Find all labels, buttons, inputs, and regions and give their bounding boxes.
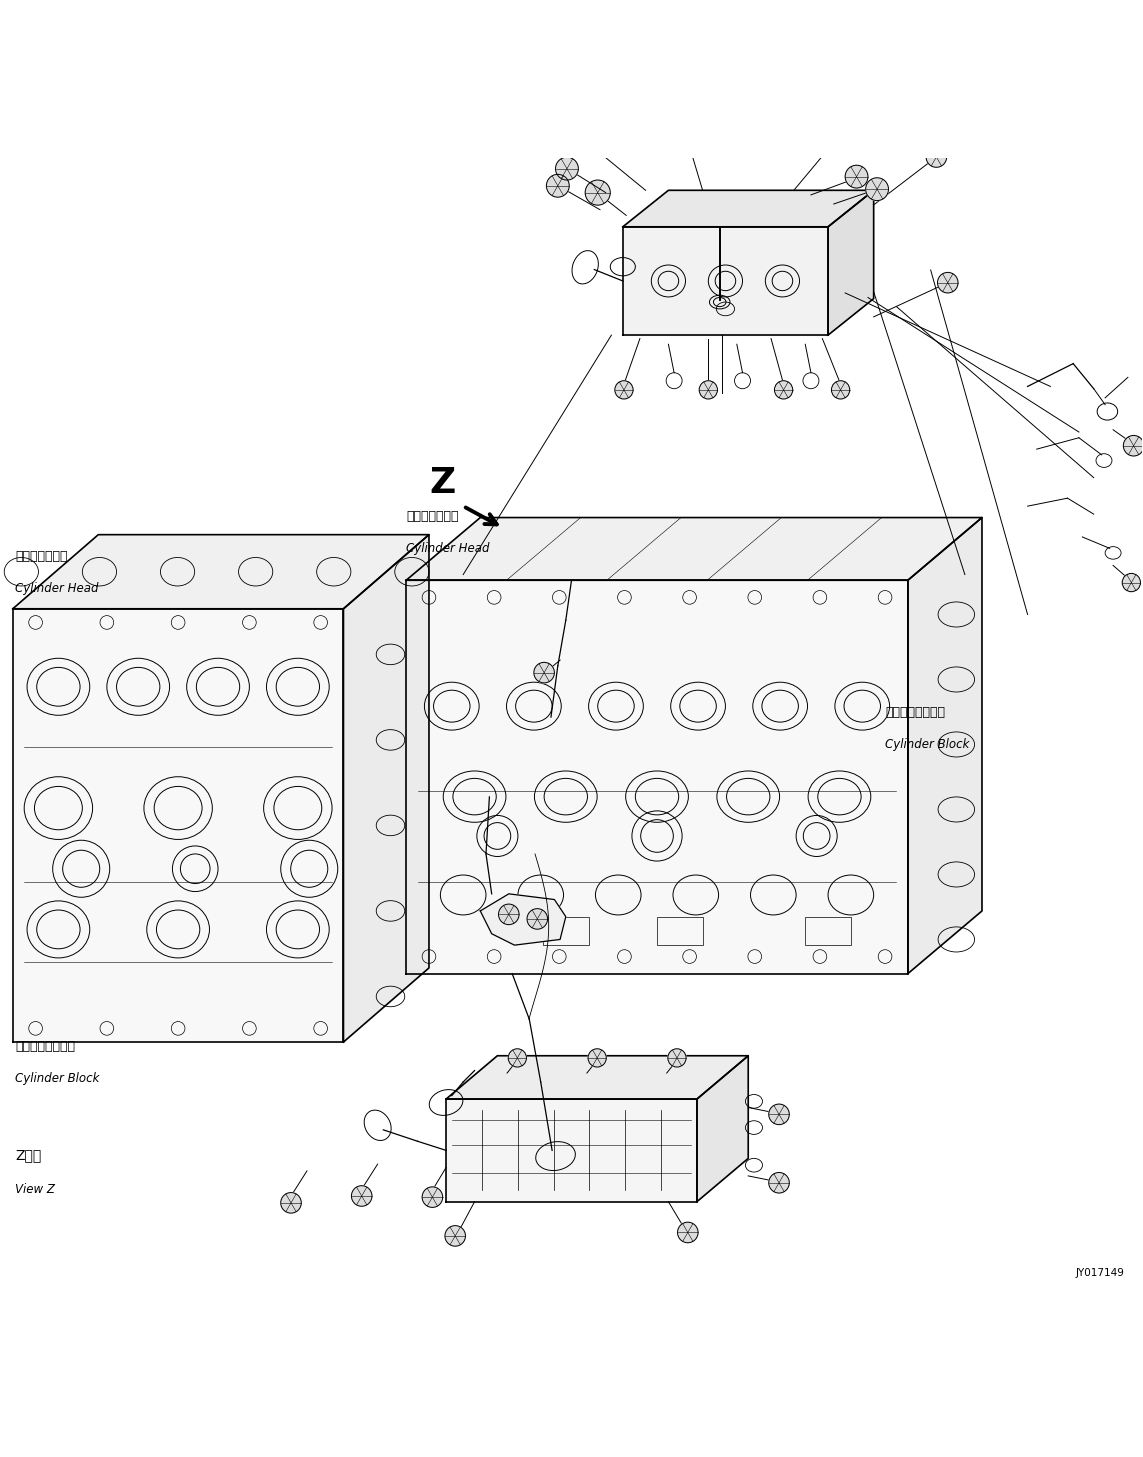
Polygon shape xyxy=(828,191,873,335)
Text: JY017149: JY017149 xyxy=(1076,1268,1125,1278)
Circle shape xyxy=(351,1186,371,1206)
Polygon shape xyxy=(480,893,566,946)
Circle shape xyxy=(769,1104,790,1125)
Circle shape xyxy=(676,122,696,144)
Circle shape xyxy=(1122,574,1141,592)
Text: Cylinder Head: Cylinder Head xyxy=(406,542,489,555)
Circle shape xyxy=(422,1187,442,1208)
Text: View Z: View Z xyxy=(15,1183,55,1196)
Text: Z: Z xyxy=(429,466,455,500)
Polygon shape xyxy=(406,580,908,973)
Text: シリンダブロック: シリンダブロック xyxy=(15,1040,75,1053)
Polygon shape xyxy=(343,535,429,1042)
Polygon shape xyxy=(446,1056,749,1099)
Circle shape xyxy=(769,1173,790,1193)
Circle shape xyxy=(534,663,554,683)
Circle shape xyxy=(775,380,793,399)
Circle shape xyxy=(445,1225,465,1246)
Circle shape xyxy=(831,380,849,399)
Text: シリンダヘッド: シリンダヘッド xyxy=(406,510,458,523)
Circle shape xyxy=(615,380,633,399)
Text: Cylinder Block: Cylinder Block xyxy=(15,1072,99,1085)
Circle shape xyxy=(588,1049,606,1067)
Circle shape xyxy=(527,909,547,930)
Text: シリンダヘッド: シリンダヘッド xyxy=(15,551,67,564)
Polygon shape xyxy=(908,517,982,973)
Text: Cylinder Block: Cylinder Block xyxy=(885,739,969,752)
Polygon shape xyxy=(623,191,873,227)
Text: Cylinder Head: Cylinder Head xyxy=(15,583,98,594)
Circle shape xyxy=(865,178,888,201)
Text: シリンダブロック: シリンダブロック xyxy=(885,707,945,720)
Circle shape xyxy=(937,272,958,293)
Circle shape xyxy=(668,1049,686,1067)
Circle shape xyxy=(926,147,946,168)
Circle shape xyxy=(845,165,868,188)
Polygon shape xyxy=(13,535,429,609)
Circle shape xyxy=(546,175,569,197)
Circle shape xyxy=(281,1193,302,1214)
Circle shape xyxy=(829,125,849,146)
Polygon shape xyxy=(697,1056,749,1202)
Polygon shape xyxy=(623,227,828,335)
Polygon shape xyxy=(446,1099,697,1202)
Polygon shape xyxy=(406,517,982,580)
Circle shape xyxy=(498,905,519,925)
Text: Z　視: Z 視 xyxy=(15,1148,41,1161)
Circle shape xyxy=(573,128,593,149)
Circle shape xyxy=(700,380,718,399)
Circle shape xyxy=(678,1222,698,1243)
Circle shape xyxy=(509,1049,527,1067)
Circle shape xyxy=(555,157,578,181)
Polygon shape xyxy=(13,609,343,1042)
Circle shape xyxy=(585,181,610,205)
Circle shape xyxy=(1124,436,1143,456)
